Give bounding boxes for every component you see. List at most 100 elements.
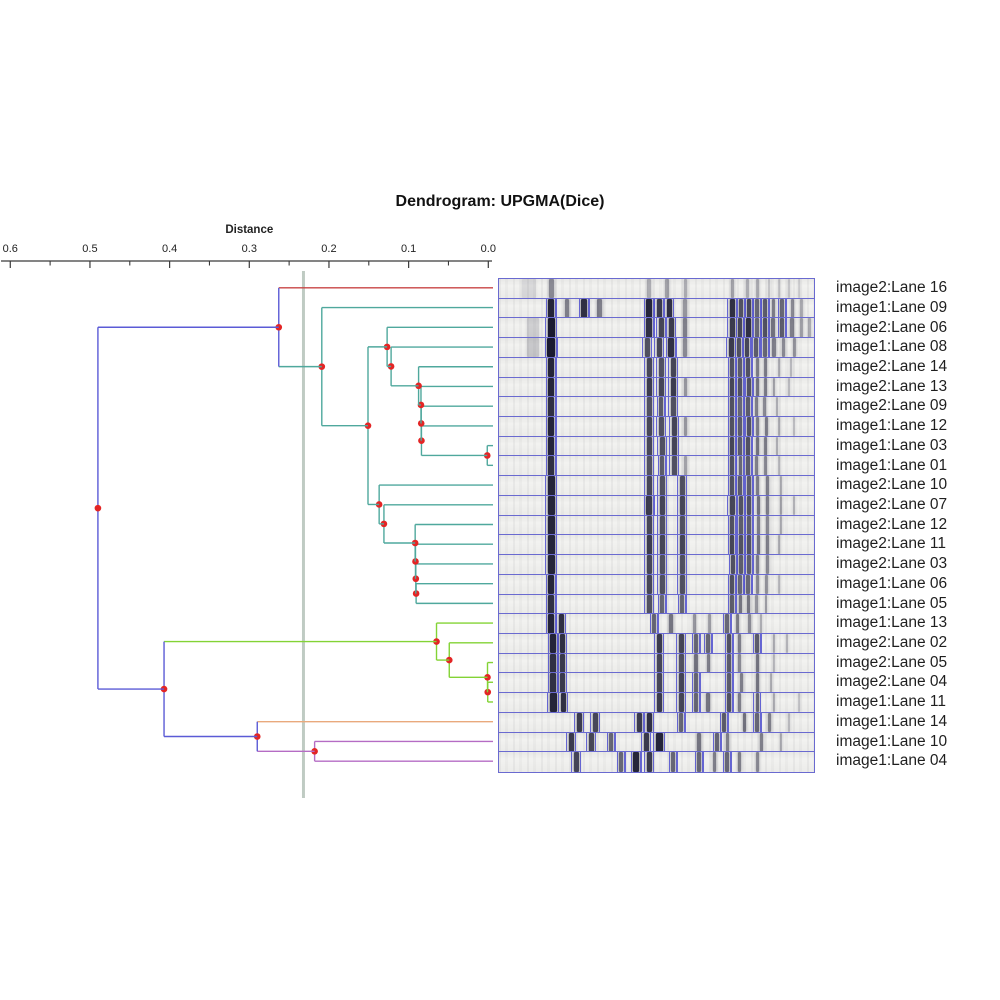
band-marker-line [743,357,745,378]
band-marker-line [752,298,754,319]
band-marker-line [685,535,688,555]
band-marker-line [691,673,693,693]
gel-band [668,318,674,338]
band-marker-line [684,693,687,713]
band-marker-line [664,318,667,338]
band-marker-line [727,574,729,595]
gel-lane [498,514,815,536]
gel-lane [498,613,815,635]
gel-band [755,693,759,713]
band-marker-line [727,515,729,535]
band-marker-line [657,535,659,555]
gel-band [773,377,775,397]
gel-band [527,318,539,338]
band-marker-line [728,555,730,575]
band-marker-line [730,614,732,634]
band-marker-line [644,515,646,535]
band-marker-line [654,298,656,319]
band-marker-line [727,476,729,496]
band-marker-line [703,633,705,654]
band-marker-line [571,752,573,772]
node-dot [94,504,102,512]
gel-band [697,732,701,752]
gel-band [671,436,677,457]
band-marker-line [664,357,667,378]
gel-band [679,495,685,516]
gel-band [747,417,751,437]
gel-band [683,338,687,358]
gel-band [670,397,676,417]
band-marker-line [653,732,655,752]
band-marker-line [616,752,618,772]
band-marker-line [579,752,582,772]
gel-band [755,318,759,338]
gel-band [788,377,790,397]
gel-band [768,279,770,299]
band-marker-line [676,752,678,772]
gel-band [731,555,735,575]
gel-band [646,555,652,575]
gel-band [659,476,665,496]
gel-band [747,495,751,516]
band-marker-line [644,594,646,614]
page-title: Dendrogram: UPGMA(Dice) [395,193,605,210]
gel-band [646,712,652,733]
gel-band [548,574,554,595]
band-marker-line [545,535,547,555]
band-marker-line [727,298,729,319]
node-dot [417,401,425,409]
gel-lane [498,317,815,339]
gel-band [742,712,746,733]
band-marker-line [588,298,590,319]
gel-band [729,298,735,319]
cutoff-line[interactable] [301,271,305,798]
gel-lane [498,573,815,596]
gel-band [658,377,664,397]
gel-band [765,515,769,535]
band-marker-line [727,417,729,437]
lane-label: image1:Lane 11 [836,693,947,711]
band-marker-line [644,436,646,457]
gel-band [773,693,775,713]
band-marker-line [547,673,549,693]
band-marker-line [555,515,558,535]
band-marker-line [555,574,557,595]
lane-label: image1:Lane 09 [836,298,948,316]
band-marker-line [732,633,734,654]
band-marker-line [657,574,659,595]
band-marker-line [676,633,678,654]
gel-band [746,594,750,614]
gel-band [765,555,769,575]
band-marker-line [652,594,655,614]
gel-band [660,456,664,476]
lane-label: image2:Lane 04 [836,673,948,691]
band-marker-line [665,515,668,535]
band-marker-line [556,614,558,634]
gel-band [763,456,767,476]
band-marker-line [665,574,668,595]
gel-band [730,535,734,555]
band-marker-line [544,338,546,358]
gel-band [725,752,729,772]
gel-band [747,515,751,535]
gel-band [722,712,726,733]
gel-band [659,515,665,535]
gel-band [547,535,555,555]
gel-band [655,732,663,752]
gel-lane [498,534,815,556]
gel-lane [498,455,815,477]
band-marker-line [730,752,732,772]
gel-band [679,535,685,555]
gel-band [755,357,759,378]
band-marker-line [677,417,680,437]
axis-tick-label: 0.5 [82,243,97,255]
gel-band [738,456,742,476]
band-marker-line [726,338,728,358]
gel-band [706,633,710,654]
band-marker-line [668,357,670,378]
band-marker-line [545,298,547,319]
gel-lane [498,751,815,773]
gel-band [781,338,785,358]
band-marker-line [652,712,655,733]
band-marker-line [734,338,736,358]
